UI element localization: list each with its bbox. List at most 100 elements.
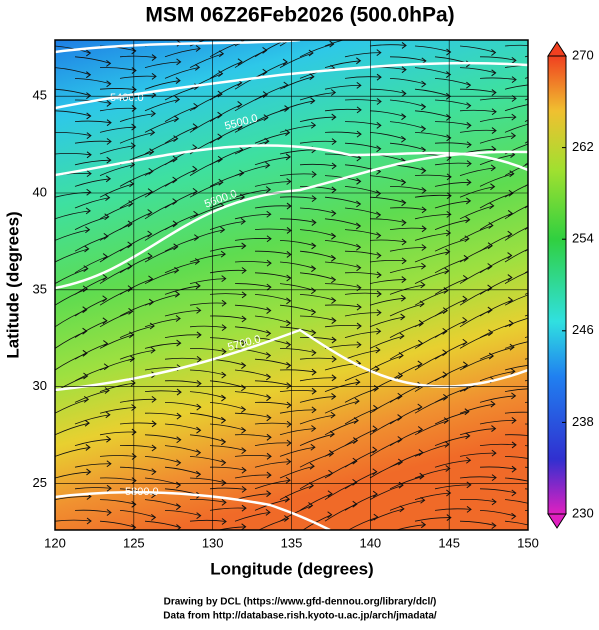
arrowhead (241, 466, 247, 474)
arrowhead (262, 91, 268, 98)
arrowhead (331, 186, 337, 194)
streamline (279, 173, 317, 176)
streamline (369, 316, 405, 328)
streamline (234, 412, 271, 419)
arrowhead (401, 199, 407, 207)
streamline (234, 49, 267, 68)
streamline (479, 510, 516, 517)
streamline (324, 84, 361, 90)
streamline (414, 420, 449, 436)
streamline (459, 355, 494, 371)
streamline (254, 181, 291, 187)
arrowhead (445, 229, 452, 237)
streamline (459, 186, 495, 198)
arrowhead (147, 230, 153, 238)
streamline (279, 261, 316, 270)
arrowhead (445, 248, 451, 256)
streamline (144, 118, 179, 133)
arrowhead (106, 460, 112, 468)
arrowhead (286, 420, 292, 428)
arrowhead (266, 307, 272, 314)
streamline (279, 389, 317, 392)
arrowhead (150, 129, 156, 136)
arrowhead (129, 161, 136, 169)
arrowhead (488, 222, 494, 229)
arrowhead (376, 49, 382, 57)
streamline (119, 233, 152, 252)
y-tick-label: 25 (33, 475, 47, 490)
arrowhead (221, 479, 227, 487)
streamline (479, 346, 515, 360)
streamline (299, 163, 337, 167)
streamline (55, 110, 91, 117)
colorbar-tick-label: 246 (572, 322, 594, 337)
arrowhead (218, 50, 225, 58)
streamline (504, 388, 528, 392)
streamline (55, 229, 90, 241)
arrowhead (176, 388, 182, 396)
arrowhead (487, 263, 493, 270)
arrowhead (446, 114, 452, 121)
streamline (389, 142, 426, 151)
arrowhead (536, 481, 540, 487)
streamline (55, 352, 88, 371)
streamline (254, 401, 291, 406)
streamline (164, 168, 197, 187)
arrowhead (421, 187, 427, 194)
streamline (189, 73, 223, 90)
streamline (459, 332, 493, 349)
arrowhead (535, 312, 539, 318)
streamline (389, 265, 426, 274)
streamline (99, 88, 137, 91)
arrowhead (417, 426, 424, 433)
arrowhead (220, 416, 227, 424)
streamline (279, 446, 315, 457)
arrowhead (218, 70, 224, 78)
arrowhead (356, 177, 362, 185)
streamline (389, 121, 426, 130)
arrowhead (418, 319, 424, 327)
arrowhead (462, 316, 468, 324)
arrowhead (240, 217, 246, 225)
arrowhead (308, 49, 314, 57)
arrowhead (511, 392, 517, 400)
arrowhead (221, 438, 227, 446)
x-tick-label: 145 (438, 535, 460, 550)
arrowhead (537, 44, 541, 50)
streamline (99, 455, 137, 457)
streamline (480, 532, 515, 539)
streamline (119, 55, 157, 58)
arrowhead (509, 343, 515, 351)
streamline (434, 484, 471, 490)
arrowhead (127, 241, 133, 249)
arrowhead (266, 433, 272, 441)
streamline (279, 409, 316, 414)
streamline (144, 456, 181, 464)
streamline (479, 97, 516, 101)
arrowhead (419, 300, 425, 308)
arrowhead (266, 452, 272, 460)
arrowhead (311, 425, 317, 432)
arrowhead (84, 419, 90, 427)
arrowhead (106, 80, 112, 88)
arrowhead (462, 274, 469, 282)
streamline (479, 488, 516, 494)
streamline (389, 56, 426, 62)
contour-line (55, 490, 331, 530)
arrowhead (487, 306, 493, 314)
streamline (279, 485, 314, 500)
arrowhead (241, 447, 247, 455)
arrowhead (221, 459, 227, 467)
arrowhead (511, 465, 517, 473)
arrowhead (420, 521, 427, 529)
streamline (189, 519, 227, 522)
streamline (74, 236, 108, 252)
y-tick-label: 35 (33, 281, 47, 296)
arrowhead (330, 89, 337, 96)
streamline (324, 460, 357, 479)
arrowhead (489, 202, 495, 210)
streamline (189, 93, 223, 112)
arrowhead (266, 394, 272, 402)
streamline (234, 348, 271, 356)
arrowhead (85, 226, 91, 234)
